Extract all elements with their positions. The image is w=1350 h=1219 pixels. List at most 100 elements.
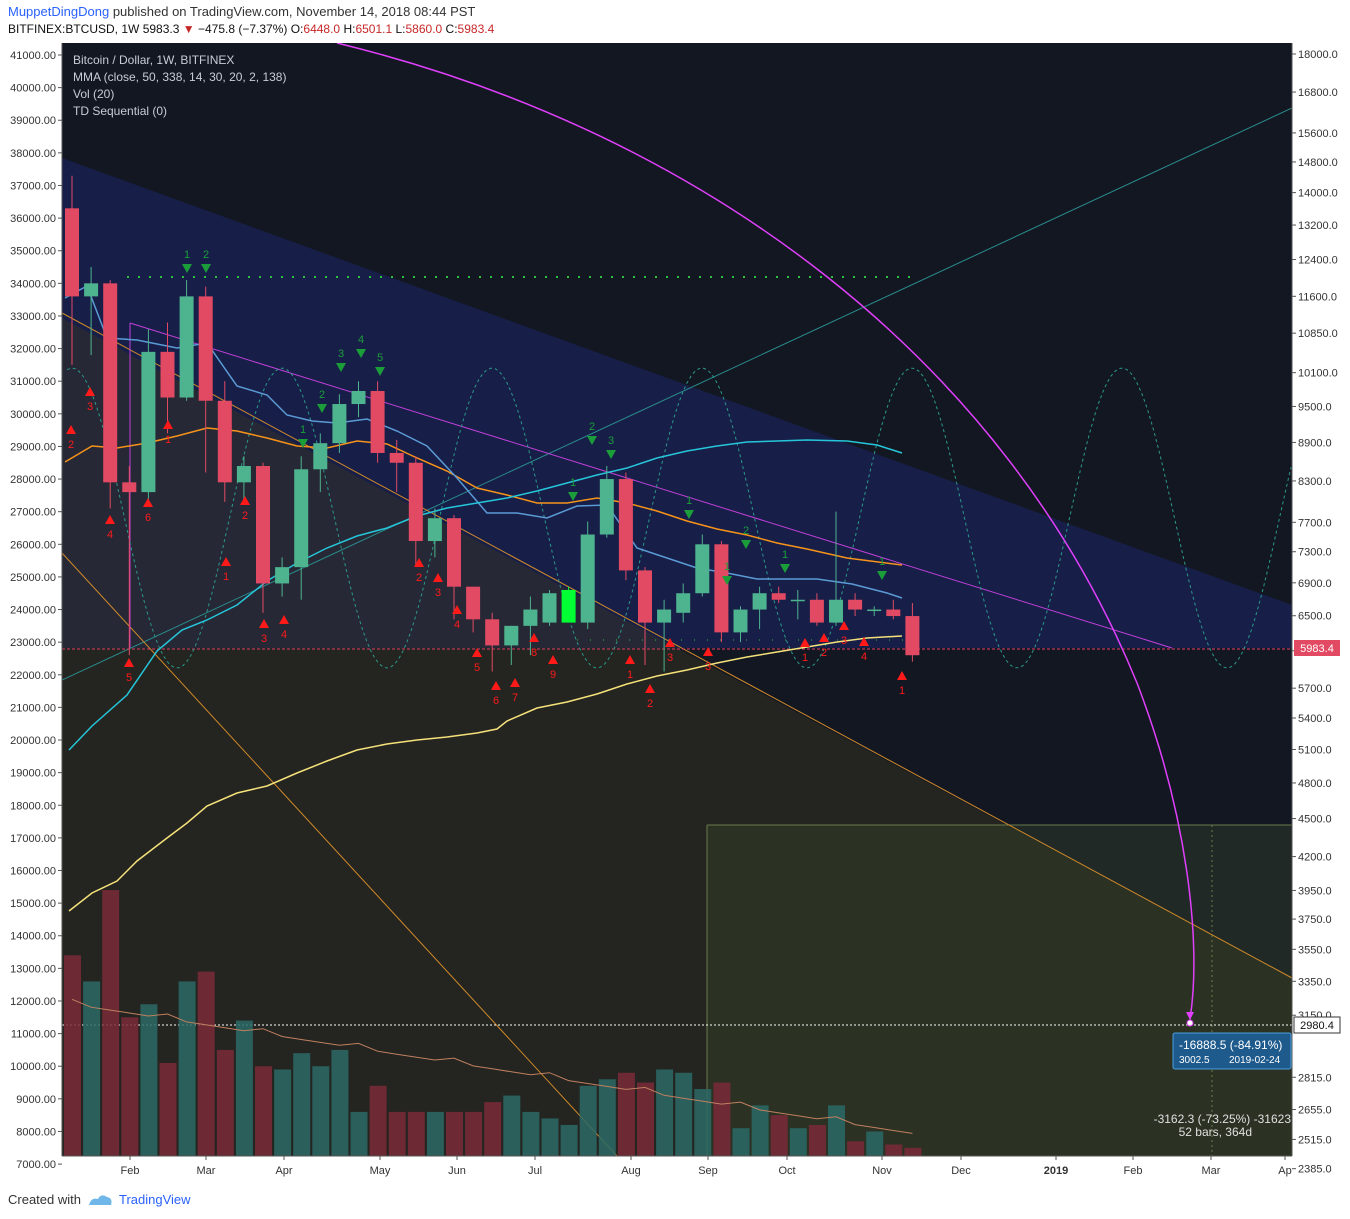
right-tick-label: 15600.0 — [1298, 128, 1338, 140]
candle-body — [313, 443, 328, 470]
right-tick-label: 8300.0 — [1298, 476, 1332, 488]
volume-bar — [713, 1082, 731, 1156]
td-buy-arrow — [491, 681, 501, 690]
candle-body — [638, 570, 652, 623]
td-sell-arrow — [722, 576, 732, 585]
range-stats-main: -3162.3 (-73.25%) -31623 — [1154, 1112, 1292, 1126]
author-link[interactable]: MuppetDingDong — [8, 4, 110, 19]
right-tick-label: 3350.0 — [1298, 976, 1332, 988]
volume-bar — [465, 1111, 483, 1156]
right-tick-label: 5400.0 — [1298, 713, 1332, 725]
td-sell-count: 1 — [686, 495, 692, 507]
td-buy-count: 4 — [861, 651, 867, 663]
left-tick-label: 10000.00 — [10, 1061, 56, 1073]
range-stats-sub: 52 bars, 364d — [1179, 1125, 1252, 1139]
right-tick-label: 2515.0 — [1298, 1134, 1332, 1146]
left-tick-label: 30000.00 — [10, 409, 56, 421]
publish-info: MuppetDingDong published on TradingView.… — [8, 4, 475, 19]
mma-50-line — [64, 427, 903, 566]
td-buy-count: 5 — [474, 662, 480, 674]
candle-body — [179, 296, 194, 398]
volume-bar — [751, 1105, 769, 1156]
td-sell-count: 3 — [608, 435, 614, 447]
candle-body — [351, 390, 366, 405]
volume-bar — [159, 1062, 177, 1156]
right-tick-label: 18000.0 — [1298, 49, 1338, 61]
td-buy-arrow — [452, 605, 462, 614]
legend: Bitcoin / Dollar, 1W, BITFINEX MMA (clos… — [73, 53, 286, 118]
candle-body — [905, 616, 920, 656]
volume-bar — [770, 1115, 788, 1156]
high-value: 6501.1 — [355, 22, 393, 36]
volume-bar — [407, 1111, 425, 1156]
td-buy-count: 2 — [416, 572, 422, 584]
candle-body — [275, 567, 290, 584]
axes: 41000.0040000.0039000.0038000.0037000.00… — [10, 43, 1338, 1177]
tradingview-link[interactable]: TradingView — [118, 1192, 191, 1207]
volume-bar — [560, 1124, 578, 1156]
td-sell-arrow — [375, 367, 385, 376]
target-price-tag-label: 2980.4 — [1300, 1020, 1334, 1032]
td-buy-count: 1 — [899, 685, 905, 697]
right-tick-label: 6900.0 — [1298, 578, 1332, 590]
td-buy-count: 3 — [87, 401, 93, 413]
volume-bar — [102, 890, 120, 1156]
left-tick-label: 12000.00 — [10, 996, 56, 1008]
candle-body — [294, 469, 309, 568]
legend-title: Bitcoin / Dollar, 1W, BITFINEX — [73, 53, 234, 67]
candle-body — [427, 518, 442, 542]
right-tick-label: 3950.0 — [1298, 885, 1332, 897]
left-tick-label: 22000.00 — [10, 670, 56, 682]
td-sell-count: 2 — [743, 525, 749, 537]
x-tick-label: Sep — [698, 1165, 718, 1177]
right-tick-label: 9500.0 — [1298, 401, 1332, 413]
td-buy-arrow — [529, 633, 539, 642]
volume-bar — [522, 1111, 540, 1156]
left-tick-label: 28000.00 — [10, 474, 56, 486]
candle-body — [695, 544, 710, 594]
td-buy-arrow — [279, 615, 289, 624]
right-tick-label: 12400.0 — [1298, 255, 1338, 267]
low-value: 5860.0 — [405, 22, 443, 36]
td-buy-count: 2 — [68, 439, 74, 451]
last-price-tag-label: 5983.4 — [1300, 643, 1334, 655]
candle-body — [217, 400, 232, 483]
td-buy-arrow — [221, 557, 231, 566]
td-buy-count: 7 — [512, 692, 518, 704]
td-buy-count: 4 — [281, 629, 287, 641]
descending-channel-fill — [62, 158, 1292, 648]
left-tick-label: 39000.00 — [10, 115, 56, 127]
td-buy-count: 1 — [165, 434, 171, 446]
candles — [65, 175, 920, 672]
td-buy-arrow — [433, 573, 443, 582]
right-tick-label: 5100.0 — [1298, 745, 1332, 757]
volume-bar — [732, 1128, 750, 1156]
td-buy-count: 4 — [454, 619, 460, 631]
td-sell-arrow — [568, 492, 578, 501]
created-with-label: Created with — [8, 1192, 81, 1207]
measure-tooltip-sub: 3002.5 — [1179, 1055, 1210, 1066]
left-tick-label: 29000.00 — [10, 441, 56, 453]
right-tick-label: 16800.0 — [1298, 87, 1338, 99]
measure-tooltip-main: -16888.5 (-84.91%) — [1179, 1038, 1282, 1052]
left-tick-label: 37000.00 — [10, 180, 56, 192]
td-buy-count: 1 — [627, 669, 633, 681]
left-tick-label: 16000.00 — [10, 866, 56, 878]
sine-cycle — [66, 367, 1292, 669]
td-buy-arrow — [240, 496, 250, 505]
volume-bar — [255, 1066, 272, 1156]
volume-bar — [637, 1082, 654, 1156]
candle-body — [485, 619, 500, 646]
volume-bar — [866, 1131, 884, 1156]
td-sell-arrow — [298, 439, 308, 448]
td-sell-count: 2 — [589, 421, 595, 433]
td-sell-arrow — [587, 436, 597, 445]
volume-bar — [197, 971, 215, 1156]
volume-bar — [350, 1111, 368, 1156]
left-tick-label: 17000.00 — [10, 833, 56, 845]
candle-body — [141, 351, 156, 493]
x-tick-label: Aug — [621, 1165, 641, 1177]
candle-body — [523, 609, 538, 626]
footer: Created with TradingView — [8, 1192, 191, 1207]
